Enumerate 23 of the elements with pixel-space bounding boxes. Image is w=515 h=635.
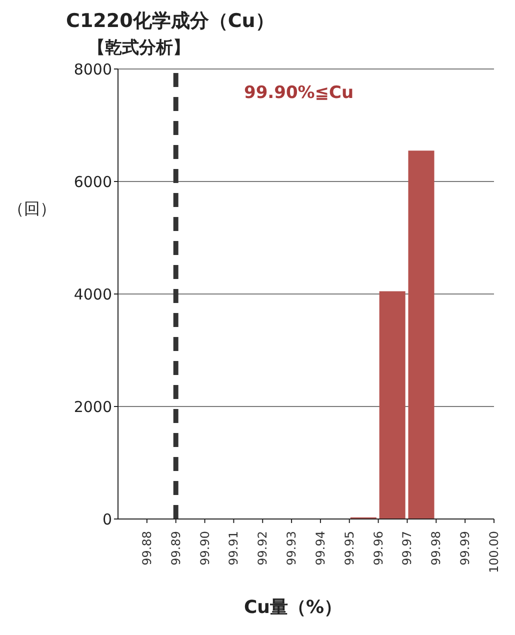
y-tick-label: 8000 [74,60,112,78]
annotation: 99.90%≦Cu [244,83,354,103]
x-tick-label: 99.99 [458,531,472,566]
x-axis-title: Cu量（%） [242,596,344,619]
x-tick-label: 100.00 [487,531,501,573]
y-tick-label: 0 [102,510,112,528]
y-tick-label: 2000 [74,398,112,416]
x-tick-label: 99.97 [400,531,414,566]
y-tick-label: 6000 [74,172,112,191]
chart-subtitle: 【乾式分析】 [87,37,191,59]
x-tick-label: 99.98 [429,531,444,566]
x-tick-label: 99.91 [226,531,241,566]
y-axis-title: （回） [8,199,56,220]
x-tick-label: 99.95 [342,531,356,566]
x-tick-label: 99.88 [140,531,154,566]
x-tick-label: 99.93 [284,531,299,566]
x-tick-label: 99.92 [256,531,270,566]
x-tick-label: 99.94 [313,531,328,566]
y-tick-label: 4000 [74,285,112,304]
x-tick-label: 99.96 [371,531,386,566]
chart-title: C1220化学成分（Cu） [65,9,276,34]
x-tick-label: 99.89 [168,531,183,566]
x-tick-label: 99.90 [198,531,212,566]
